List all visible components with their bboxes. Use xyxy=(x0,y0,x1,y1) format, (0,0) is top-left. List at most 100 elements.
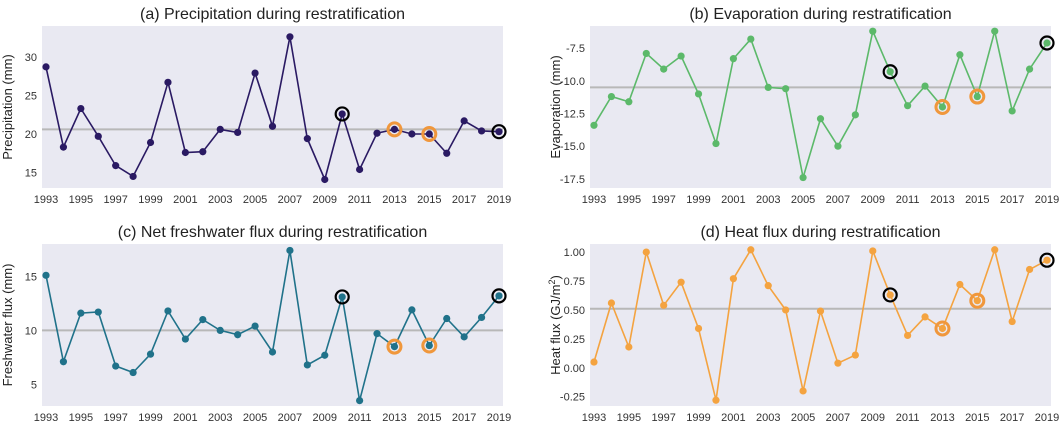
data-point xyxy=(286,33,294,41)
highlight-marker-orange xyxy=(934,99,951,115)
x-tick-label: 2011 xyxy=(348,412,372,424)
highlight-marker-orange xyxy=(386,121,403,138)
x-tick-label: 2019 xyxy=(487,194,511,206)
data-point xyxy=(712,139,720,148)
data-point xyxy=(303,361,311,369)
data-point xyxy=(938,103,947,111)
data-point xyxy=(1025,65,1034,73)
highlight-marker-black xyxy=(491,124,507,140)
plot-area xyxy=(590,244,1051,406)
x-tick-label: 2007 xyxy=(278,194,302,206)
highlight-marker-orange xyxy=(421,337,438,354)
data-point xyxy=(164,78,172,86)
x-tick-label: 2011 xyxy=(896,194,920,206)
y-tick-label: 15 xyxy=(25,271,37,283)
highlight-marker-black xyxy=(334,106,350,122)
x-tick-label: 2019 xyxy=(1035,194,1059,206)
data-point xyxy=(991,246,999,254)
data-point xyxy=(356,165,364,174)
x-tick-label: 2017 xyxy=(1000,412,1024,424)
y-tick-label: -15.0 xyxy=(560,141,585,153)
data-point xyxy=(390,343,399,351)
data-point xyxy=(234,128,242,137)
x-tick-label: 2009 xyxy=(861,412,885,424)
data-point xyxy=(625,343,633,351)
y-tick-label: -12.5 xyxy=(560,109,585,121)
data-point xyxy=(816,307,825,315)
y-tick-label: -17.5 xyxy=(560,174,585,186)
x-tick-label: 2017 xyxy=(452,194,476,206)
data-point xyxy=(834,359,842,367)
highlight-marker-black xyxy=(882,64,898,80)
data-point xyxy=(973,297,981,305)
data-point xyxy=(460,333,468,341)
data-point xyxy=(199,316,207,324)
data-point xyxy=(112,162,120,170)
y-tick-label: 25 xyxy=(25,90,37,102)
data-point xyxy=(390,125,399,133)
x-tick-label: 2015 xyxy=(965,412,989,424)
y-axis-label-end: ) xyxy=(548,275,563,279)
data-point xyxy=(129,368,137,377)
data-point xyxy=(886,68,894,76)
data-point xyxy=(146,138,155,147)
data-point xyxy=(938,324,947,333)
data-point xyxy=(607,299,616,307)
x-tick-label: 1995 xyxy=(617,412,641,424)
data-point xyxy=(286,246,294,255)
data-point xyxy=(991,27,999,35)
data-point xyxy=(408,130,416,138)
data-point xyxy=(782,85,790,93)
data-point xyxy=(694,324,703,333)
data-point xyxy=(956,51,964,59)
x-tick-label: 1997 xyxy=(651,194,675,206)
highlight-marker-orange xyxy=(969,292,986,309)
data-point xyxy=(268,122,277,130)
x-tick-label: 2017 xyxy=(452,412,476,424)
data-point xyxy=(495,292,503,300)
y-tick-label: 0.50 xyxy=(564,305,585,317)
highlight-marker-black xyxy=(1039,35,1055,51)
x-tick-label: 2013 xyxy=(930,412,954,424)
x-tick-label: 1993 xyxy=(582,194,606,206)
data-point xyxy=(495,128,503,136)
data-point xyxy=(42,271,50,279)
x-tick-label: 1995 xyxy=(69,412,93,424)
panel-c-freshwater-flux: (c) Net freshwater flux during restratif… xyxy=(0,224,511,424)
data-point xyxy=(851,351,859,359)
data-point xyxy=(303,135,311,143)
data-point xyxy=(42,63,50,71)
data-point xyxy=(973,92,981,101)
data-point xyxy=(677,278,685,286)
data-point xyxy=(77,104,85,113)
x-tick-label: 2013 xyxy=(382,194,406,206)
x-tick-label: 2009 xyxy=(313,412,337,424)
data-point xyxy=(112,362,120,370)
highlight-marker-orange xyxy=(934,320,951,337)
data-point xyxy=(477,127,486,135)
data-point xyxy=(94,132,102,140)
data-point xyxy=(799,387,807,395)
data-point xyxy=(373,129,381,137)
data-point xyxy=(590,358,598,366)
data-point xyxy=(782,306,790,314)
x-tick-label: 2003 xyxy=(208,194,232,206)
data-point xyxy=(886,291,894,299)
data-point xyxy=(321,351,329,359)
chart-title: (d) Heat flux during restratification xyxy=(700,224,940,241)
data-point xyxy=(625,98,633,106)
data-point xyxy=(338,293,346,301)
data-point xyxy=(59,143,68,151)
x-tick-label: 2011 xyxy=(896,412,920,424)
x-tick-label: 2019 xyxy=(487,412,511,424)
y-tick-label: 10 xyxy=(25,325,37,337)
data-point xyxy=(443,149,451,157)
x-tick-label: 2001 xyxy=(721,412,745,424)
data-point xyxy=(921,313,929,321)
y-axis-label-main: Heat flux (GJ/m xyxy=(548,285,563,375)
data-point xyxy=(77,309,85,317)
y-tick-label: -10.0 xyxy=(560,76,585,88)
data-point xyxy=(590,121,598,129)
x-tick-label: 2011 xyxy=(348,194,372,206)
data-point xyxy=(356,397,364,405)
